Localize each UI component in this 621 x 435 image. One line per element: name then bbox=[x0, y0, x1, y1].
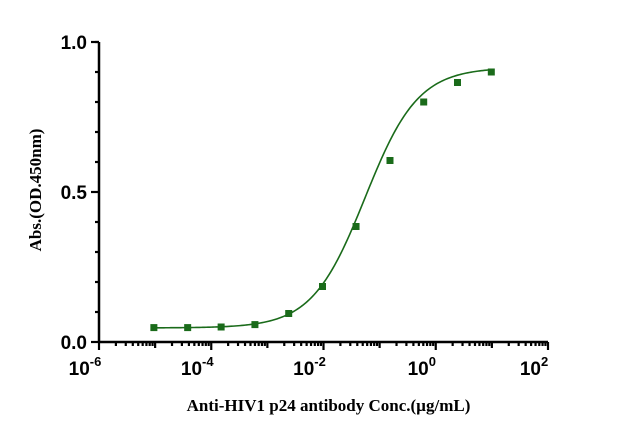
data-point bbox=[319, 283, 327, 290]
y-tick-label: 0.0 bbox=[61, 333, 87, 354]
x-tick-exponent: -4 bbox=[202, 354, 214, 369]
x-tick-exponent: -6 bbox=[90, 354, 102, 369]
x-tick-exponent: 0 bbox=[429, 354, 436, 369]
data-point bbox=[217, 323, 225, 331]
x-tick-label: 100 bbox=[408, 354, 436, 380]
data-point bbox=[453, 79, 461, 86]
y-axis-title: Abs.(OD.450nm) bbox=[26, 129, 45, 252]
y-ticks: 0.0 0.5 1.0 bbox=[61, 33, 99, 354]
x-axis-title: Anti-HIV1 p24 antibody Conc.(µg/mL) bbox=[187, 396, 471, 415]
data-point bbox=[487, 68, 495, 76]
axes bbox=[97, 42, 548, 344]
data-points bbox=[150, 68, 495, 332]
x-tick-base: 10 bbox=[69, 359, 90, 380]
x-tick-label: 102 bbox=[520, 354, 548, 380]
y-tick-label: 0.5 bbox=[61, 183, 88, 204]
x-tick-label: 10-4 bbox=[181, 354, 214, 380]
data-point bbox=[352, 223, 360, 230]
data-point bbox=[184, 324, 192, 332]
data-point bbox=[386, 157, 394, 164]
x-tick-label: 10-6 bbox=[69, 354, 102, 380]
x-tick-base: 10 bbox=[181, 359, 202, 380]
data-point bbox=[285, 310, 293, 317]
x-tick-base: 10 bbox=[520, 359, 541, 380]
data-point bbox=[420, 98, 428, 106]
x-tick-label: 10-2 bbox=[293, 354, 326, 380]
data-point bbox=[251, 321, 259, 329]
x-ticks: 10-6 10-4 10-2 100 102 bbox=[69, 342, 550, 380]
x-tick-exponent: 2 bbox=[541, 354, 548, 369]
x-tick-exponent: -2 bbox=[314, 354, 326, 369]
y-tick-label: 1.0 bbox=[61, 33, 87, 54]
x-tick-base: 10 bbox=[293, 359, 314, 380]
x-tick-base: 10 bbox=[408, 359, 429, 380]
data-point bbox=[150, 324, 158, 332]
